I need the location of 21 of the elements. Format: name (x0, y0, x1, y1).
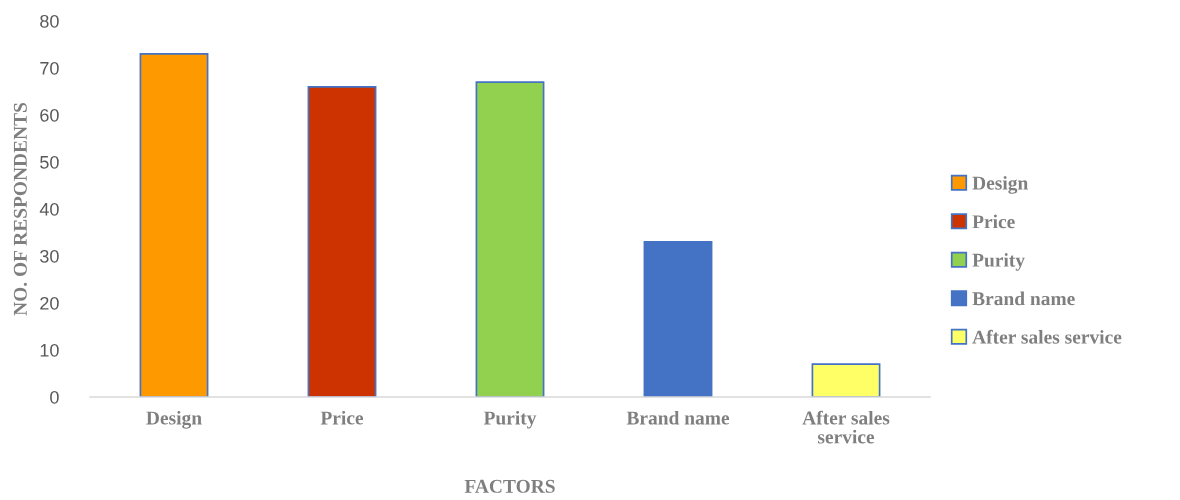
x-tick-label: Brand name (626, 410, 730, 425)
y-tick-label: 0 (50, 390, 59, 404)
y-tick-label: 20 (40, 296, 59, 310)
y-axis-title: NO. OF RESPONDENTS (13, 102, 27, 316)
y-tick-label: 50 (40, 155, 59, 169)
legend-label: Price (972, 214, 1015, 229)
x-tick-label: After sales service (802, 410, 890, 444)
legend-label: After sales service (972, 329, 1122, 344)
x-tick-label: Design (146, 410, 202, 429)
y-tick-label: 10 (40, 343, 59, 357)
y-tick-label: 30 (40, 249, 59, 263)
x-axis-title: FACTORS (464, 479, 555, 493)
x-tick-label: Price (320, 410, 364, 425)
y-tick-label: 70 (40, 61, 59, 75)
x-tick-label: Purity (483, 410, 537, 429)
y-tick-label: 80 (40, 14, 59, 28)
legend-label: Design (972, 176, 1028, 194)
y-tick-label: 40 (39, 202, 59, 216)
legend-label: Brand name (972, 291, 1075, 306)
legend-label: Purity (972, 253, 1025, 271)
y-tick-label: 60 (40, 108, 59, 122)
